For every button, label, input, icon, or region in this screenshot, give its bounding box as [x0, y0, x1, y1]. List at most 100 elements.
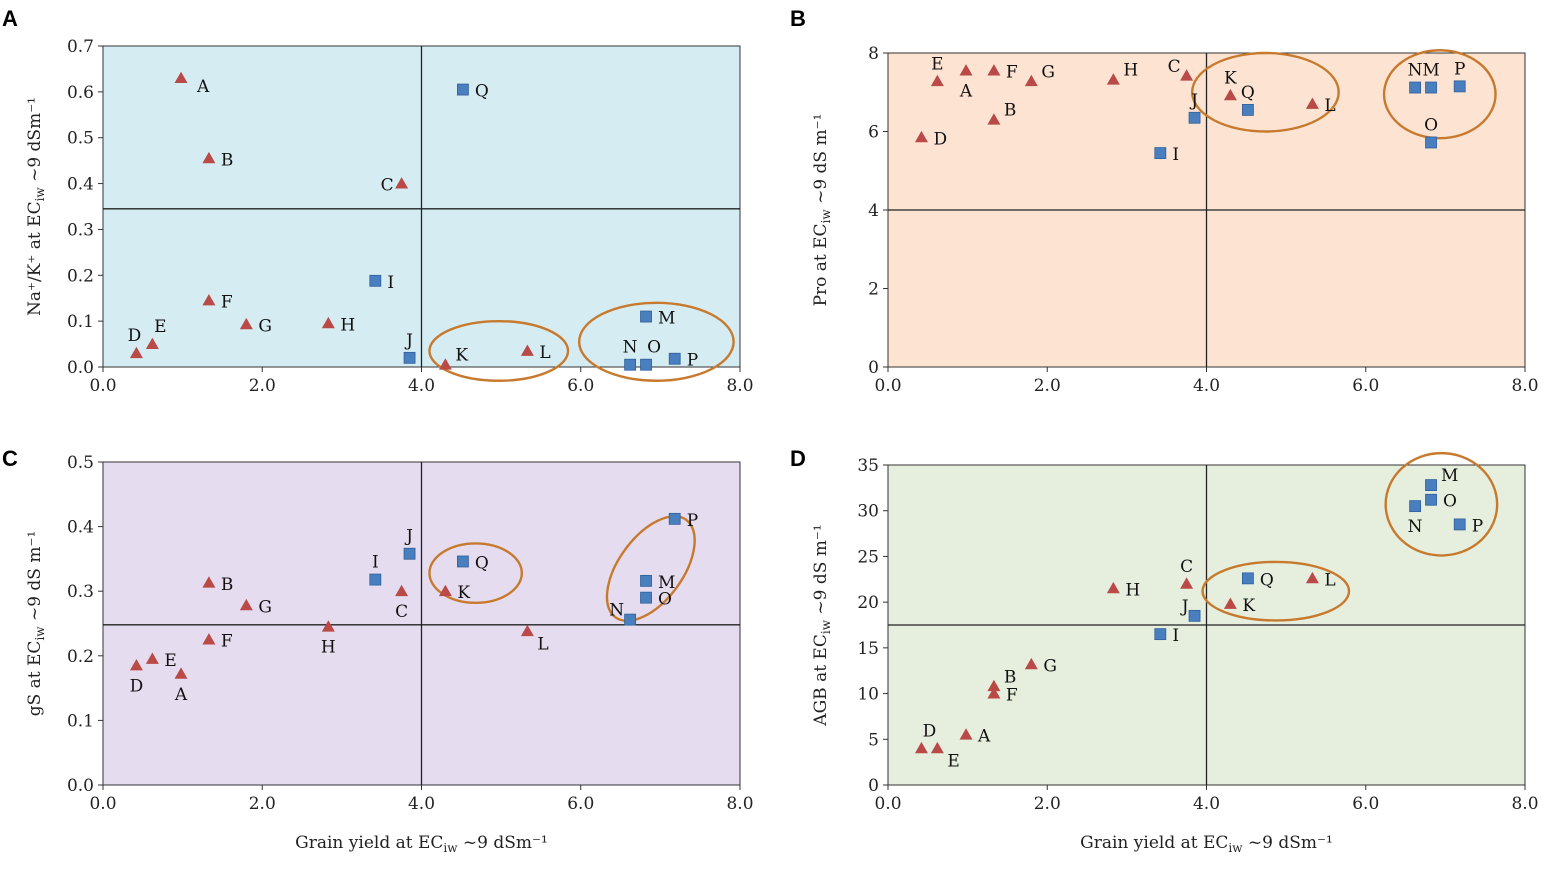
point-label: H — [340, 315, 355, 335]
x-tick-label: 0.0 — [874, 794, 901, 814]
square-point-p — [668, 352, 681, 365]
point-label: A — [196, 77, 210, 97]
panel-letter: C — [2, 446, 18, 471]
triangle-point-f — [202, 633, 216, 645]
point-label: D — [130, 676, 144, 696]
point-label: J — [404, 527, 413, 547]
point-label: G — [258, 316, 272, 336]
point-label: D — [933, 129, 947, 149]
point-label: J — [404, 331, 413, 351]
y-tick-label: 6 — [868, 123, 879, 143]
highlight-ellipse — [577, 301, 735, 382]
y-tick-label: 0.0 — [67, 776, 94, 796]
triangle-point-a — [959, 64, 973, 76]
point-label: G — [1041, 62, 1055, 82]
point-label: A — [174, 685, 188, 705]
panel-c: C 0.0 2.0 4.0 6.0 8.0 0.0 0.1 0.2 0.3 0.4 0.5 gS at … — [2, 446, 754, 855]
x-tick-label: 6.0 — [1352, 376, 1379, 396]
square-point-m — [640, 574, 652, 587]
y-tick-label: 0.1 — [67, 711, 94, 731]
highlight-ellipse — [1382, 49, 1497, 140]
triangle-point-d — [129, 346, 143, 359]
square-point-o — [1425, 493, 1437, 506]
highlight-ellipse — [1384, 451, 1499, 557]
triangle-point-h — [321, 620, 335, 632]
triangle-point-e — [930, 741, 944, 754]
point-label: H — [1123, 61, 1138, 81]
triangle-point-g — [239, 317, 253, 330]
x-tick-label: 8.0 — [1511, 794, 1538, 814]
y-tick-label: 0.7 — [67, 37, 94, 57]
point-label: K — [455, 346, 468, 366]
point-label: N — [609, 601, 624, 621]
point-label: M — [1422, 61, 1439, 81]
y-tick-label: 0.2 — [67, 647, 94, 667]
square-point-m — [1425, 81, 1437, 94]
triangle-point-k — [438, 584, 452, 597]
square-point-j — [403, 547, 416, 560]
square-point-n — [1409, 81, 1422, 94]
square-point-o — [1425, 136, 1437, 149]
point-label: A — [977, 727, 991, 747]
point-label: J — [1189, 91, 1198, 111]
y-axis-label: gS at ECiw ~9 dS m⁻¹ — [25, 531, 47, 717]
point-label: M — [658, 309, 675, 329]
point-label: P — [687, 511, 698, 531]
triangle-point-k — [1223, 88, 1237, 101]
square-point-j — [403, 351, 416, 364]
point-label: I — [1172, 626, 1179, 646]
point-label: Q — [475, 82, 489, 102]
point-label: C — [381, 176, 394, 196]
triangle-point-k — [438, 358, 452, 370]
y-tick-label: 0.3 — [67, 582, 94, 602]
x-tick-label: 8.0 — [726, 794, 753, 814]
x-tick-label: 4.0 — [408, 794, 435, 814]
point-label: J — [1180, 597, 1189, 617]
point-label: C — [1168, 57, 1181, 77]
x-tick-label: 8.0 — [726, 376, 753, 396]
x-tick-label: 2.0 — [1034, 376, 1061, 396]
triangle-point-d — [914, 741, 928, 754]
square-point-n — [624, 358, 637, 371]
point-label: L — [1324, 570, 1335, 590]
panel-d: D 0.0 2.0 4.0 6.0 8.0 0 5 10 15 20 25 30 35 AGB at ECi… — [790, 446, 1539, 855]
point-label: O — [1443, 492, 1457, 512]
triangle-point-e — [145, 337, 159, 349]
point-label: C — [1180, 557, 1193, 577]
triangle-point-l — [1305, 571, 1319, 584]
point-label: C — [395, 602, 408, 622]
x-tick-label: 0.0 — [89, 794, 116, 814]
point-label: E — [164, 651, 176, 671]
square-point-q — [1242, 104, 1254, 116]
square-point-j — [1188, 609, 1201, 622]
square-point-m — [1425, 479, 1437, 492]
y-tick-label: 0.5 — [67, 453, 94, 473]
triangle-point-c — [1180, 577, 1194, 589]
point-label: Q — [1260, 570, 1274, 590]
triangle-point-d — [129, 658, 143, 671]
y-tick-label: 8 — [868, 44, 879, 64]
point-label: Q — [1241, 83, 1255, 103]
square-point-i — [1154, 628, 1167, 641]
triangle-point-l — [1305, 97, 1319, 109]
point-label: N — [1408, 517, 1423, 537]
y-tick-label: 0 — [868, 358, 879, 378]
square-point-n — [624, 613, 637, 626]
triangle-point-b — [202, 151, 216, 164]
y-tick-label: 30 — [857, 502, 879, 522]
triangle-point-e — [145, 652, 159, 664]
square-point-q — [457, 83, 469, 96]
point-label: N — [623, 338, 638, 358]
point-label: L — [539, 343, 550, 363]
triangle-point-f — [202, 294, 216, 306]
triangle-point-a — [959, 728, 973, 740]
point-label: O — [647, 338, 661, 358]
point-label: G — [258, 597, 272, 617]
y-tick-label: 0.1 — [67, 312, 94, 332]
point-label: B — [1004, 667, 1017, 687]
point-label: O — [658, 590, 672, 610]
point-label: I — [1172, 145, 1179, 165]
y-tick-label: 10 — [857, 685, 879, 705]
point-label: I — [372, 553, 379, 573]
point-label: P — [687, 351, 698, 371]
